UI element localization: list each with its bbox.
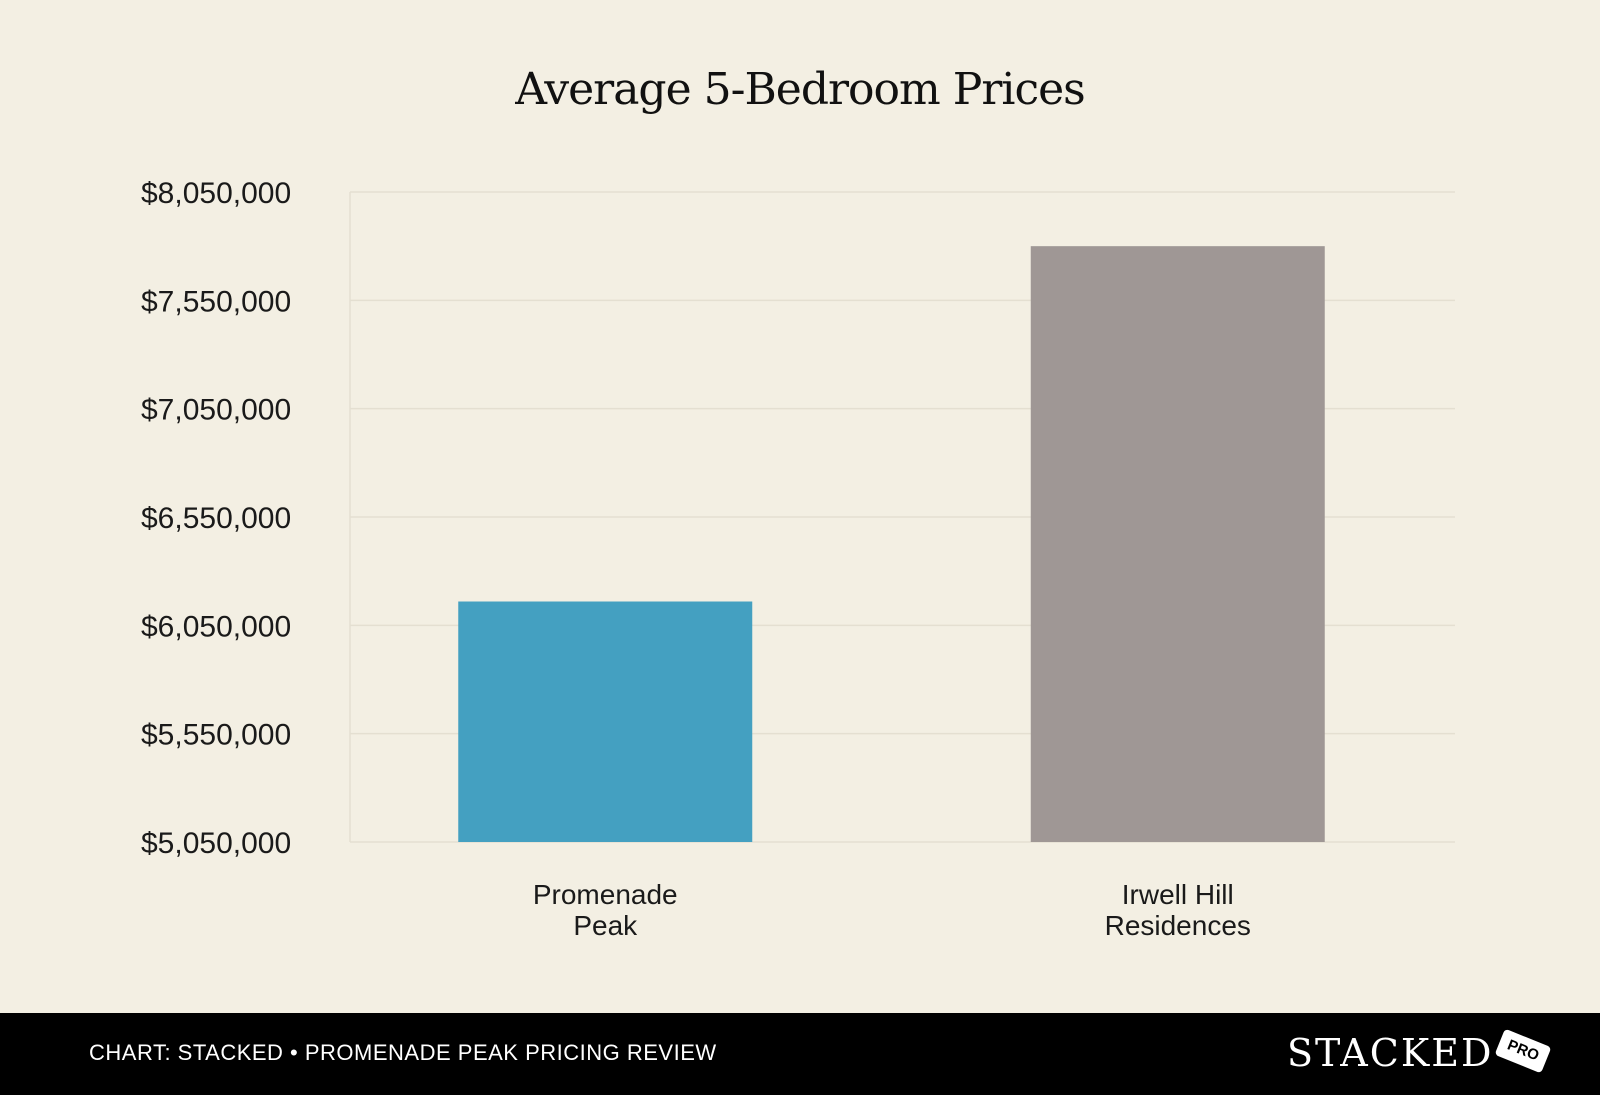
- pro-badge: PRO: [1494, 1028, 1552, 1074]
- x-category-label: Promenade: [533, 879, 678, 910]
- y-tick-label: $8,050,000: [141, 177, 291, 210]
- chart-area: Average 5-Bedroom Prices $8,050,000 $7,55…: [141, 64, 1455, 941]
- bar-chart: Average 5-Bedroom Prices $8,050,000 $7,55…: [141, 64, 1455, 941]
- x-category-label: Residences: [1105, 910, 1251, 941]
- y-tick-label: $5,050,000: [141, 827, 291, 860]
- pro-badge-label: PRO: [1504, 1036, 1542, 1065]
- bar: [1030, 246, 1325, 842]
- bar: [458, 601, 753, 842]
- y-axis-tick-labels: $8,050,000 $7,550,000 $7,050,000 $6,550,000…: [141, 177, 291, 860]
- footer-bar: CHART: STACKED • PROMENADE PEAK PRICING …: [0, 1013, 1600, 1095]
- y-tick-label: $6,550,000: [141, 502, 291, 535]
- x-category-label: Irwell Hill: [1122, 879, 1234, 910]
- chart-title: Average 5-Bedroom Prices: [514, 64, 1084, 115]
- x-category-label: Peak: [573, 910, 638, 941]
- footer-caption: CHART: STACKED • PROMENADE PEAK PRICING …: [89, 1040, 717, 1065]
- logo-wordmark: STACKED: [1287, 1031, 1494, 1075]
- y-tick-label: $5,550,000: [141, 719, 291, 752]
- y-tick-label: $7,550,000: [141, 285, 291, 318]
- stacked-pro-logo: STACKED PRO: [1285, 1027, 1555, 1083]
- y-tick-label: $7,050,000: [141, 394, 291, 427]
- y-tick-label: $6,050,000: [141, 610, 291, 643]
- bars: [458, 246, 1325, 842]
